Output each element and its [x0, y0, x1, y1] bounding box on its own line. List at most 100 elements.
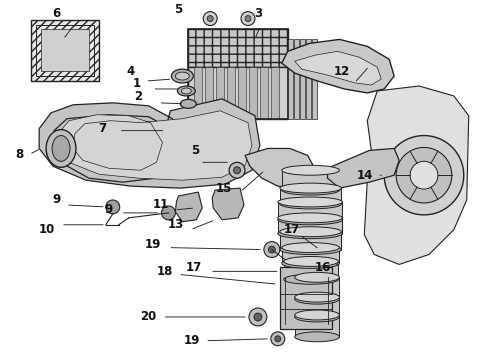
- Ellipse shape: [175, 72, 189, 80]
- Text: 2: 2: [135, 90, 143, 103]
- Bar: [41, 30, 89, 71]
- Text: 5: 5: [174, 3, 182, 16]
- Ellipse shape: [282, 258, 340, 269]
- Ellipse shape: [294, 312, 340, 322]
- Text: 4: 4: [126, 65, 135, 78]
- Polygon shape: [175, 192, 202, 222]
- Bar: [280, 188, 342, 204]
- Ellipse shape: [271, 332, 285, 346]
- Text: 5: 5: [191, 144, 199, 157]
- Bar: [216, 67, 224, 119]
- Text: 17: 17: [284, 223, 300, 236]
- Text: 20: 20: [141, 310, 157, 324]
- Bar: [227, 67, 235, 119]
- Text: 15: 15: [216, 181, 232, 195]
- Bar: [271, 67, 279, 119]
- Text: 9: 9: [105, 203, 113, 216]
- Ellipse shape: [278, 215, 343, 225]
- Polygon shape: [327, 148, 399, 188]
- Bar: [195, 67, 202, 119]
- Ellipse shape: [245, 15, 251, 22]
- Bar: [312, 39, 317, 119]
- Bar: [306, 39, 311, 119]
- Bar: [36, 24, 94, 76]
- Bar: [294, 315, 340, 337]
- Ellipse shape: [241, 12, 255, 26]
- Bar: [188, 30, 288, 67]
- Polygon shape: [57, 111, 252, 180]
- Polygon shape: [282, 39, 394, 93]
- Ellipse shape: [410, 161, 438, 189]
- Ellipse shape: [294, 292, 340, 302]
- Bar: [280, 232, 342, 249]
- Text: 16: 16: [315, 261, 331, 274]
- Text: 8: 8: [15, 148, 24, 161]
- Text: 19: 19: [184, 334, 200, 347]
- Bar: [260, 67, 268, 119]
- Ellipse shape: [294, 273, 340, 282]
- Text: 1: 1: [133, 77, 141, 90]
- Ellipse shape: [294, 332, 340, 342]
- Polygon shape: [245, 148, 315, 188]
- Bar: [238, 67, 246, 119]
- Ellipse shape: [269, 246, 275, 253]
- Ellipse shape: [229, 162, 245, 178]
- Ellipse shape: [234, 167, 241, 174]
- Ellipse shape: [180, 99, 196, 108]
- Ellipse shape: [278, 229, 343, 239]
- Text: 7: 7: [99, 122, 107, 135]
- Ellipse shape: [294, 294, 340, 304]
- Bar: [284, 261, 339, 279]
- Ellipse shape: [203, 12, 217, 26]
- Ellipse shape: [294, 310, 340, 320]
- Bar: [294, 39, 299, 119]
- Ellipse shape: [282, 243, 340, 252]
- Ellipse shape: [172, 69, 193, 83]
- Text: 13: 13: [167, 218, 184, 231]
- Ellipse shape: [106, 200, 120, 214]
- Bar: [188, 30, 288, 119]
- Ellipse shape: [280, 244, 342, 255]
- Text: 3: 3: [254, 7, 262, 20]
- Bar: [294, 297, 340, 317]
- Text: 11: 11: [152, 198, 169, 211]
- Ellipse shape: [396, 148, 452, 203]
- Ellipse shape: [280, 227, 342, 237]
- Ellipse shape: [181, 88, 191, 94]
- Ellipse shape: [282, 165, 340, 175]
- Bar: [282, 248, 340, 264]
- Ellipse shape: [254, 313, 262, 321]
- Bar: [278, 202, 343, 220]
- Ellipse shape: [275, 336, 281, 342]
- Ellipse shape: [278, 213, 343, 223]
- Polygon shape: [212, 188, 244, 220]
- Ellipse shape: [384, 136, 464, 215]
- Ellipse shape: [284, 274, 339, 284]
- Bar: [205, 67, 213, 119]
- Polygon shape: [294, 51, 381, 85]
- Bar: [294, 277, 340, 299]
- Bar: [300, 39, 305, 119]
- Text: 10: 10: [39, 223, 55, 236]
- Text: 17: 17: [186, 261, 202, 274]
- Text: 14: 14: [357, 169, 373, 182]
- Ellipse shape: [280, 183, 342, 193]
- Bar: [278, 218, 343, 234]
- Bar: [288, 39, 293, 119]
- Ellipse shape: [46, 130, 76, 167]
- Ellipse shape: [249, 308, 267, 326]
- Ellipse shape: [207, 15, 213, 22]
- Ellipse shape: [282, 185, 340, 195]
- Ellipse shape: [162, 206, 175, 220]
- Ellipse shape: [284, 257, 339, 266]
- Ellipse shape: [177, 86, 196, 96]
- Bar: [249, 67, 257, 119]
- Bar: [280, 267, 332, 329]
- Bar: [31, 19, 99, 81]
- Text: 12: 12: [333, 65, 349, 78]
- Ellipse shape: [280, 199, 342, 209]
- Polygon shape: [365, 86, 469, 265]
- Bar: [188, 67, 288, 119]
- Text: 9: 9: [52, 193, 60, 207]
- Text: 19: 19: [145, 238, 161, 251]
